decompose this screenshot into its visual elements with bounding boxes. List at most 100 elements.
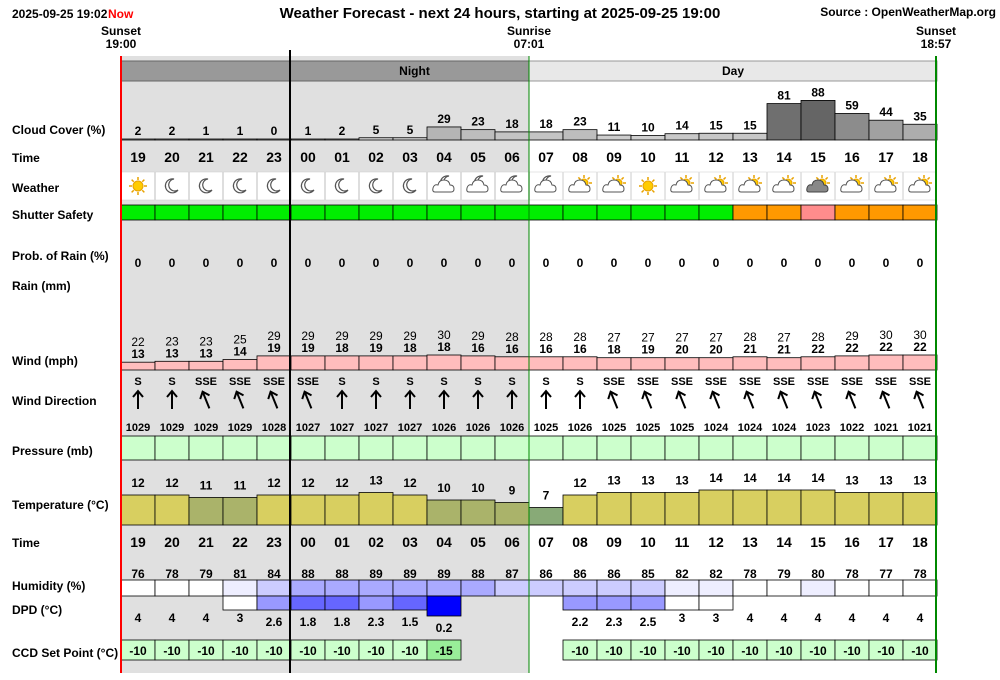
dpd-value: 3 (237, 611, 244, 625)
prob-rain-value: 0 (135, 256, 142, 270)
wind-gust-value: 29 (845, 329, 859, 343)
wind-bar (358, 355, 394, 371)
time-label-bottom: 07 (538, 534, 554, 550)
cloud-bar (868, 119, 904, 141)
temperature-value: 13 (369, 474, 383, 488)
sun-ray (621, 176, 625, 180)
wind-speed-value: 16 (471, 341, 485, 355)
prob-rain-value: 0 (237, 256, 244, 270)
dpd-value: 1.8 (334, 615, 351, 629)
time-label-bottom: 16 (844, 534, 860, 550)
arrow-head (233, 390, 244, 400)
sun-ray (893, 176, 897, 180)
shutter-cell (868, 204, 904, 221)
wind-dir-label: SSE (841, 376, 863, 388)
shutter-cell (222, 204, 258, 221)
sunset2-time: 18:57 (921, 37, 952, 51)
ccd-value: -10 (163, 644, 181, 658)
shutter-cell (188, 204, 224, 221)
ccd-value: -10 (605, 644, 623, 658)
dpd-cell (664, 595, 700, 611)
ccd-value: -10 (401, 644, 419, 658)
wind-arrow-icon (879, 390, 891, 409)
wind-gust-value: 29 (301, 329, 315, 343)
arrow-head (777, 390, 788, 400)
pressure-cell (324, 435, 360, 461)
temperature-bar (528, 507, 564, 526)
ccd-value: -10 (673, 644, 691, 658)
pressure-value: 1021 (908, 422, 932, 434)
arrow-shaft (644, 392, 653, 409)
temperature-value: 13 (641, 474, 655, 488)
arrow-head (404, 389, 416, 398)
row-label-weather: Weather (12, 181, 59, 195)
humidity-value: 79 (199, 567, 213, 581)
wind-bar (222, 359, 258, 371)
humidity-cell (324, 579, 360, 597)
arrow-head (301, 390, 312, 400)
pressure-value: 1021 (874, 422, 898, 434)
pressure-cell (630, 435, 666, 461)
wind-speed-value: 13 (199, 346, 213, 360)
cloud-bar (256, 138, 292, 141)
ccd-value: -10 (333, 644, 351, 658)
arrow-shaft (202, 392, 211, 409)
pressure-value: 1025 (602, 422, 626, 434)
temperature-bar (120, 494, 156, 526)
time-label: 17 (878, 149, 894, 165)
shutter-cell (358, 204, 394, 221)
sun-ray (883, 176, 887, 180)
sunset-label: Sunset (101, 24, 141, 38)
humidity-value: 88 (471, 567, 485, 581)
wind-speed-value: 16 (505, 342, 519, 356)
time-label-bottom: 09 (606, 534, 622, 550)
moon-shape (164, 178, 179, 194)
time-label: 01 (334, 149, 350, 165)
wind-speed-value: 16 (573, 342, 587, 356)
ccd-value: -10 (809, 644, 827, 658)
humidity-value: 88 (335, 567, 349, 581)
time-label: 08 (572, 149, 588, 165)
wind-bar (494, 356, 530, 371)
wind-arrow-icon (913, 390, 925, 409)
cloud-bar (596, 134, 632, 141)
prob-rain-value: 0 (917, 256, 924, 270)
wind-bar (834, 355, 870, 371)
wind-speed-value: 21 (743, 342, 757, 356)
cloud-value: 18 (539, 117, 553, 131)
row-label-rain: Rain (mm) (12, 279, 71, 293)
prob-rain-value: 0 (169, 256, 176, 270)
dpd-cell (596, 595, 632, 611)
arrow-head (132, 389, 144, 398)
row-label-ccd: CCD Set Point (°C) (12, 646, 118, 660)
ccd-value: -10 (639, 644, 657, 658)
dpd-value: 4 (169, 611, 176, 625)
wind-dir-label: SSE (297, 376, 319, 388)
prob-rain-value: 0 (577, 256, 584, 270)
time-label-bottom: 02 (368, 534, 384, 550)
time-label-bottom: 08 (572, 534, 588, 550)
temperature-value: 12 (573, 476, 587, 490)
humidity-cell (902, 579, 938, 597)
moon-icon (266, 178, 281, 194)
arrow-shaft (304, 392, 313, 409)
humidity-value: 86 (539, 567, 553, 581)
moon-shape (266, 178, 281, 194)
cloud-sun-icon (670, 175, 694, 193)
cloud-bar (834, 113, 870, 141)
wind-gust-value: 28 (539, 330, 553, 344)
dpd-value: 4 (203, 611, 210, 625)
sun-ray (577, 176, 581, 180)
ccd-value: -10 (741, 644, 759, 658)
now-label: Now (108, 7, 134, 21)
temperature-value: 13 (913, 474, 927, 488)
pressure-cell (290, 435, 326, 461)
arrow-head (540, 389, 552, 398)
wind-speed-value: 20 (709, 343, 723, 357)
moon-shape (198, 178, 213, 194)
wind-arrow-icon (607, 390, 619, 409)
humidity-value: 86 (573, 567, 587, 581)
arrow-shaft (236, 392, 245, 409)
arrow-head (879, 390, 890, 400)
